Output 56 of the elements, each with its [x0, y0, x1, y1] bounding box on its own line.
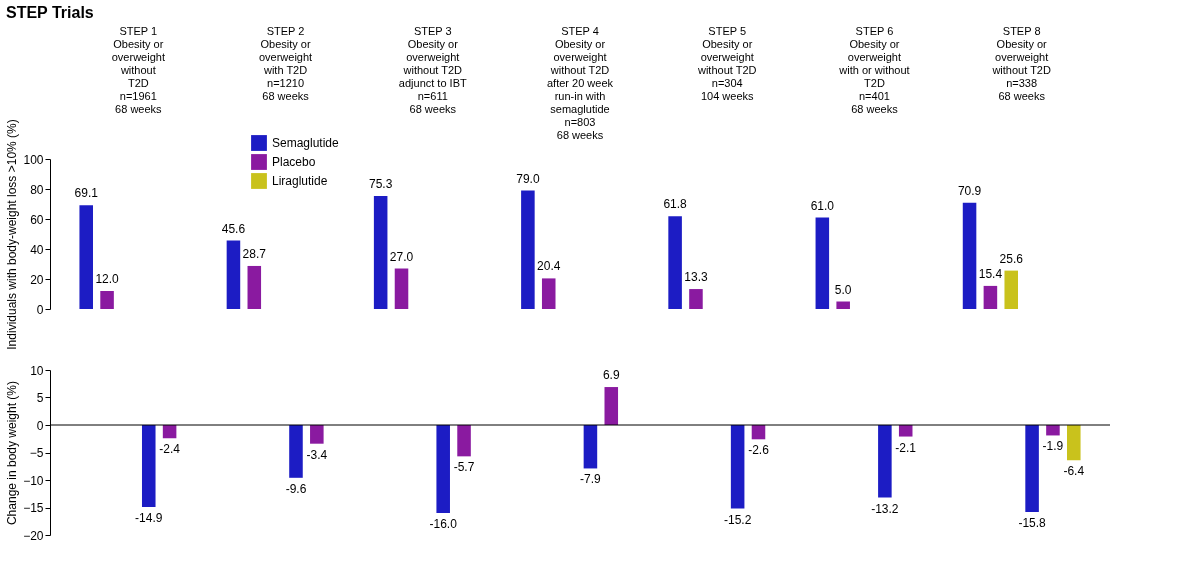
x-tick-label: STEP 2 Obesity or overweight with T2D n=1210 68 weeks	[258, 24, 313, 102]
y-tick-label: 10	[30, 363, 44, 378]
text: 13.3	[684, 270, 708, 285]
text: -2.1	[895, 440, 917, 455]
y-tick-label: 40	[30, 242, 44, 257]
y-axis-title: Individuals with body-weight loss >10% (%)	[5, 119, 20, 350]
y-tick-label: 20	[30, 272, 44, 287]
text: 6.9	[602, 368, 620, 383]
text: 12.0	[95, 272, 119, 286]
y-tick-label: 5	[36, 391, 44, 405]
text: 61.0	[810, 198, 835, 213]
text: 45.6	[221, 221, 246, 236]
y-tick-label: −5	[29, 446, 44, 460]
text: -14.9	[135, 510, 163, 525]
y-tick-label: −10	[23, 473, 44, 488]
text: -2.6	[748, 443, 769, 458]
text: -15.2	[723, 512, 752, 527]
x-tick-label: STEP 3 Obesity or overweight without T2D adjunct to IBT n=611 68 weeks	[398, 24, 467, 115]
chart-title: STEP Trials	[5, 4, 94, 21]
text: 20.4	[537, 259, 561, 274]
text: 79.0	[516, 171, 540, 186]
text: 70.9	[957, 183, 982, 198]
text: 25.6	[999, 251, 1023, 266]
y-axis-title: Change in body weight (%)	[5, 380, 20, 526]
y-tick-label: 60	[30, 212, 44, 227]
text: -5.7	[453, 460, 475, 475]
text: 75.3	[368, 177, 393, 192]
x-tick-label: STEP 8 Obesity or overweight without T2D n=338 68 weeks	[991, 24, 1051, 102]
text: -15.8	[1018, 515, 1046, 530]
legend-label: Semaglutide	[272, 136, 340, 150]
y-tick-label: 80	[30, 182, 44, 197]
category-label: STEP 4 Obesity or overweight without T2D after 20 week run-in with semaglutide n=803 68 weeks	[546, 24, 614, 141]
y-tick-label: 0	[36, 418, 44, 433]
x-tick-label: STEP 1 Obesity or overweight without T2D n=1961 68 weeks	[111, 24, 165, 115]
y-tick-label: 0	[36, 302, 44, 317]
y-tick-label: 100	[23, 152, 44, 167]
text: 69.1	[74, 186, 98, 201]
text: -6.4	[1063, 464, 1085, 479]
x-tick-label: STEP 6 Obesity or overweight with or without T2D n=401 68 weeks	[838, 24, 910, 115]
text: 61.8	[663, 197, 687, 212]
text: 27.0	[389, 249, 414, 264]
text: 28.7	[242, 246, 266, 261]
text: -3.4	[306, 447, 328, 462]
text: -2.4	[159, 442, 180, 457]
y-tick-label: −20	[23, 528, 44, 543]
legend-label: Placebo	[272, 155, 316, 169]
text: 15.4	[978, 266, 1003, 281]
text: -16.0	[429, 517, 457, 531]
x-tick-label: STEP 5 Obesity or overweight without T2D n=304 104 weeks	[696, 24, 757, 102]
y-tick-label: −15	[23, 501, 44, 515]
text: -9.6	[285, 481, 307, 496]
text: -13.2	[871, 501, 899, 516]
legend-label: Liraglutide	[272, 174, 328, 188]
text: -1.9	[1042, 439, 1064, 454]
text: 5.0	[834, 282, 852, 297]
text: -7.9	[580, 472, 601, 487]
